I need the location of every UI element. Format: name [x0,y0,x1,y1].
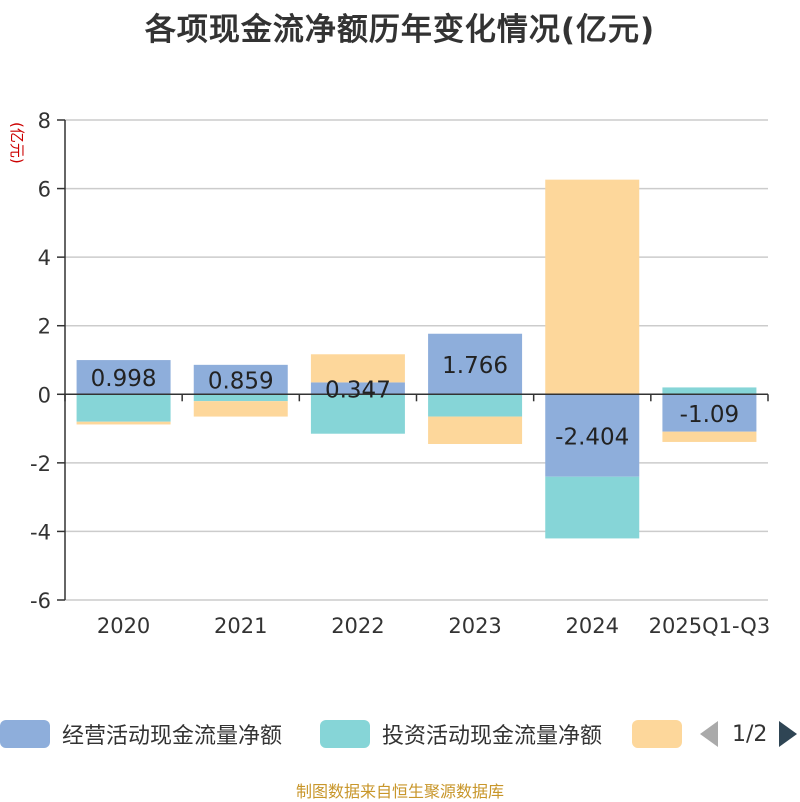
legend-swatch-investing [320,720,370,748]
bar-s2-2023 [428,416,523,444]
y-tick-label: 6 [38,178,51,202]
y-tick-label: 4 [38,246,51,270]
bar-s1-2025Q1-Q3 [662,387,757,395]
bar-s0-2022 [310,382,405,395]
bar-s0-2020 [76,360,171,395]
y-tick-label: 8 [38,109,51,133]
bar-s2-2020 [76,421,171,425]
bar-s2-2025Q1-Q3 [662,431,757,442]
x-tick-label-2020: 2020 [97,614,150,638]
bar-s1-2021 [193,394,288,402]
legend-prev-page-icon[interactable] [700,721,718,747]
legend-page-indicator: 1/2 [732,721,768,747]
bar-s1-2023 [428,394,523,417]
x-tick-label-2024: 2024 [566,614,619,638]
legend-swatch-financing [632,720,682,748]
bar-s0-2023 [428,333,523,395]
y-tick-label: -4 [30,520,51,544]
legend-label-operating: 经营活动现金流量净额 [62,724,283,749]
y-tick-label: -6 [30,589,51,613]
x-tick-label-2021: 2021 [214,614,267,638]
legend-label-investing: 投资活动现金流量净额 [382,724,603,749]
y-axis-unit-label: (亿元) [8,122,26,164]
data-label-2024: -2.404 [555,424,629,450]
bar-s0-2024 [545,394,640,477]
bar-s2-2024 [545,179,640,395]
data-label-2025Q1-Q3: -1.09 [680,402,740,428]
bar-s2-2021 [193,401,288,417]
x-tick-label-2022: 2022 [331,614,384,638]
bar-s0-2021 [193,364,288,395]
legend-pager: 1/2 [700,716,798,752]
bar-s1-2020 [76,394,171,422]
legend-item-investing[interactable]: 投资活动现金流量净额 [320,716,602,752]
bar-s2-2022 [310,354,405,383]
y-tick-label: -2 [30,452,51,476]
x-tick-label-2025Q1-Q3: 2025Q1-Q3 [649,614,771,638]
legend-next-page-icon[interactable] [779,721,798,747]
bar-s1-2024 [545,476,640,539]
x-tick-label-2023: 2023 [448,614,501,638]
legend-item-financing[interactable] [632,716,682,752]
legend-item-operating[interactable]: 经营活动现金流量净额 [0,716,282,752]
bar-s1-2022 [310,394,405,434]
data-source-note: 制图数据来自恒生聚源数据库 [295,782,504,801]
y-tick-label: 0 [38,383,51,407]
data-label-2022: 0.347 [325,377,391,403]
chart-title: 各项现金流净额历年变化情况(亿元) [144,12,656,48]
legend: 经营活动现金流量净额 投资活动现金流量净额 1/2 [0,716,800,752]
y-tick-label: 2 [38,315,51,339]
data-label-2021: 0.859 [208,369,274,395]
data-label-2023: 1.766 [442,353,508,379]
bar-s0-2025Q1-Q3 [662,394,757,432]
legend-swatch-operating [0,720,50,748]
bar-chart: -6 -4 -2 0 2 4 6 8 (亿元) 2020 2021 2022 2023 2024 2025Q… [8,109,771,638]
data-label-2020: 0.998 [91,366,157,392]
